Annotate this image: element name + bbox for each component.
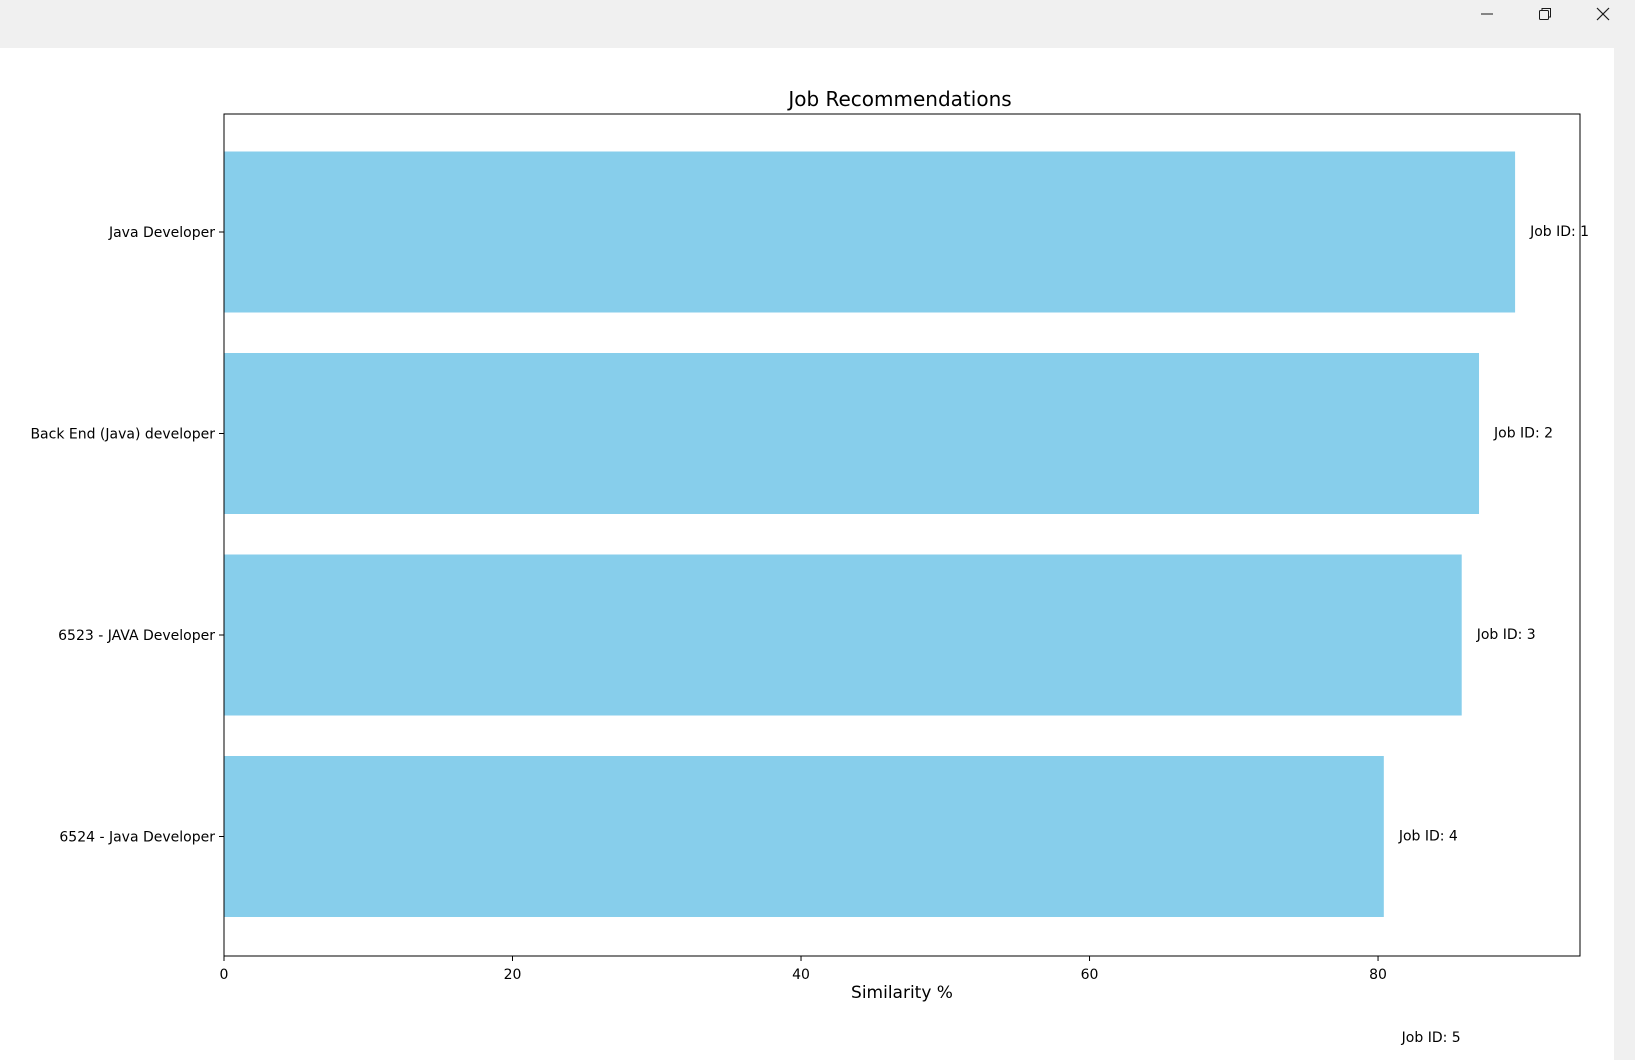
y-tick-label-1: Java Developer: [108, 225, 215, 241]
y-tick-label-3: 6523 - JAVA Developer: [58, 628, 215, 644]
window-titlebar: [0, 0, 1635, 48]
x-tick-label-0: 0: [220, 967, 229, 983]
bar-2: [224, 353, 1480, 514]
x-axis-label: Similarity %: [851, 983, 953, 1003]
figure-canvas: Job Recommendations Java Developer Back E…: [0, 48, 1614, 1060]
minimize-button[interactable]: [1458, 0, 1516, 28]
y-tick-label-4: 6524 - Java Developer: [59, 830, 215, 846]
y-tick-label-2: Back End (Java) developer: [30, 427, 215, 443]
x-axis: 0 20 40 60 80: [220, 956, 1387, 983]
bar-1: [224, 151, 1516, 313]
x-tick-label-3: 60: [1081, 967, 1099, 983]
close-icon: [1596, 7, 1610, 21]
window-edge: [1614, 48, 1635, 1060]
bar-label-4: Job ID: 4: [1398, 829, 1458, 845]
bar-label-2: Job ID: 2: [1493, 426, 1553, 442]
x-tick-label-1: 20: [504, 967, 522, 983]
y-axis: Java Developer Back End (Java) developer 6…: [30, 225, 224, 846]
chart-title: Job Recommendations: [786, 87, 1011, 111]
bars-layer: [224, 151, 1516, 917]
restore-icon: [1539, 8, 1551, 20]
bar-label-3: Job ID: 3: [1476, 627, 1536, 643]
bar-3: [224, 554, 1462, 716]
bar-label-1: Job ID: 1: [1529, 224, 1589, 240]
restore-button[interactable]: [1516, 0, 1574, 28]
bar-chart: Job Recommendations Java Developer Back E…: [30, 87, 1589, 1046]
bar-4: [224, 756, 1384, 917]
x-tick-label-2: 40: [792, 967, 810, 983]
bar-label-5: Job ID: 5: [1401, 1030, 1461, 1046]
close-button[interactable]: [1574, 0, 1632, 28]
plot-frame: [223, 113, 1581, 957]
minimize-icon: [1481, 13, 1493, 15]
bar-labels-layer: Job ID: 1 Job ID: 2 Job ID: 3 Job ID: 4 Job …: [1398, 224, 1589, 1046]
x-tick-label-4: 80: [1369, 967, 1387, 983]
